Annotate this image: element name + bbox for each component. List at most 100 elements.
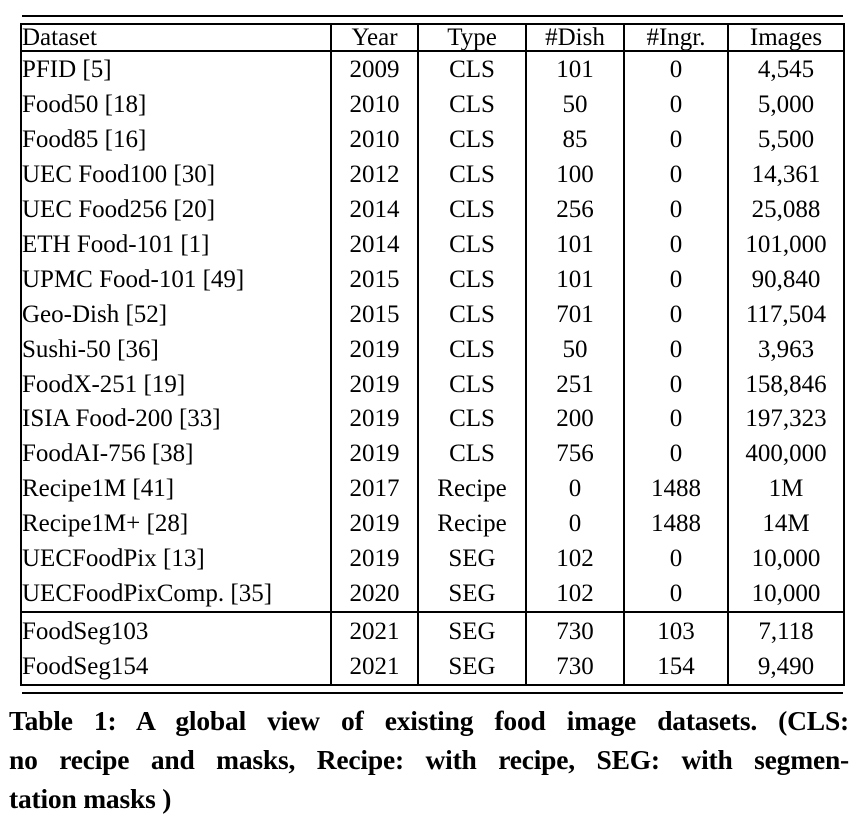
- table-cell: 0: [623, 226, 729, 262]
- table-cell: Recipe1M [41]: [20, 471, 332, 507]
- table-cell: FoodAI-756 [38]: [20, 436, 332, 472]
- table-cell: CLS: [417, 122, 527, 158]
- column-header: #Dish: [525, 24, 625, 52]
- table-row: Recipe1M [41] 2017 Recipe 0 1488 1M: [20, 471, 845, 507]
- table-caption: Table 1: A global view of existing food …: [9, 701, 849, 818]
- table-cell: 4,545: [727, 51, 845, 88]
- table-row: Food50 [18] 2010 CLS 50 0 5,000: [20, 87, 845, 123]
- table-cell: 2021: [330, 612, 419, 649]
- table-cell: ISIA Food-200 [33]: [20, 401, 332, 437]
- table-cell: Recipe: [417, 506, 527, 542]
- table-cell: 1488: [623, 471, 729, 507]
- table-cell: 0: [623, 87, 729, 123]
- table-cell: CLS: [417, 436, 527, 472]
- table-cell: 0: [623, 296, 729, 332]
- table-cell: 251: [525, 366, 625, 402]
- table-cell: UEC Food256 [20]: [20, 192, 332, 227]
- table-cell: 3,963: [727, 331, 845, 367]
- table-row: FoodAI-756 [38] 2019 CLS 756 0 400,000: [20, 436, 845, 472]
- table-cell: 154: [623, 648, 729, 685]
- table-cell: 0: [525, 471, 625, 507]
- table-cell: 90,840: [727, 261, 845, 297]
- table-cell: 50: [525, 331, 625, 367]
- table-cell: 103: [623, 612, 729, 649]
- table-cell: 100: [525, 157, 625, 193]
- table-cell: 5,500: [727, 122, 845, 158]
- table-cell: 5,000: [727, 87, 845, 123]
- caption-line-3: tation masks ): [9, 783, 172, 814]
- table-cell: 0: [623, 192, 729, 227]
- table-cell: 1M: [727, 471, 845, 507]
- table-cell: 197,323: [727, 401, 845, 437]
- top-rule: [22, 15, 843, 17]
- table-cell: FoodSeg154: [20, 648, 332, 685]
- table-cell: 0: [623, 401, 729, 437]
- food-datasets-table: Dataset Year Type #Dish #Ingr. Images PFID [5…: [20, 23, 845, 686]
- table-cell: 117,504: [727, 296, 845, 332]
- table-cell: CLS: [417, 331, 527, 367]
- table-cell: 756: [525, 436, 625, 472]
- table-cell: 101: [525, 261, 625, 297]
- table-cell: SEG: [417, 541, 527, 576]
- table-cell: 2015: [330, 296, 419, 332]
- table-cell: 400,000: [727, 436, 845, 472]
- table-cell: 2019: [330, 366, 419, 402]
- table-cell: CLS: [417, 51, 527, 88]
- table-cell: 0: [623, 261, 729, 297]
- column-header: Year: [330, 24, 419, 52]
- table-cell: UECFoodPix [13]: [20, 541, 332, 576]
- table-cell: UPMC Food-101 [49]: [20, 261, 332, 297]
- table-cell: FoodX-251 [19]: [20, 366, 332, 402]
- table-cell: 102: [525, 541, 625, 576]
- table-cell: Sushi-50 [36]: [20, 331, 332, 367]
- table-cell: CLS: [417, 296, 527, 332]
- table-cell: CLS: [417, 401, 527, 437]
- table-cell: FoodSeg103: [20, 612, 332, 649]
- table-cell: 0: [525, 506, 625, 542]
- table-row: Recipe1M+ [28] 2019 Recipe 0 1488 14M: [20, 506, 845, 542]
- caption-line-2: no recipe and masks, Recipe: with recipe…: [9, 744, 849, 775]
- table-row: FoodSeg103 2021 SEG 730 103 7,118: [20, 612, 845, 649]
- table-cell: 2009: [330, 51, 419, 88]
- table-cell: 10,000: [727, 541, 845, 576]
- table-cell: 25,088: [727, 192, 845, 227]
- table-cell: CLS: [417, 157, 527, 193]
- table-cell: 2014: [330, 192, 419, 227]
- column-header: Type: [417, 24, 527, 52]
- header-row: Dataset Year Type #Dish #Ingr. Images: [20, 24, 845, 52]
- table-cell: 2012: [330, 157, 419, 193]
- table-cell: 0: [623, 541, 729, 576]
- table-cell: UEC Food100 [30]: [20, 157, 332, 193]
- table-cell: 101: [525, 51, 625, 88]
- table-cell: 1488: [623, 506, 729, 542]
- table-cell: SEG: [417, 648, 527, 685]
- column-header: #Ingr.: [623, 24, 729, 52]
- table-cell: 101: [525, 226, 625, 262]
- table-cell: 200: [525, 401, 625, 437]
- table-row: FoodSeg154 2021 SEG 730 154 9,490: [20, 648, 845, 685]
- table-cell: 14,361: [727, 157, 845, 193]
- table-row: PFID [5] 2009 CLS 101 0 4,545: [20, 51, 845, 88]
- table-body-main: PFID [5] 2009 CLS 101 0 4,545 Food50 [18] 2010 C…: [20, 51, 845, 613]
- table-cell: 0: [623, 157, 729, 193]
- table-cell: Recipe: [417, 471, 527, 507]
- table-row: ISIA Food-200 [33] 2019 CLS 200 0 197,323: [20, 401, 845, 437]
- table-row: UEC Food256 [20] 2014 CLS 256 0 25,088: [20, 192, 845, 227]
- table-cell: Food50 [18]: [20, 87, 332, 123]
- table-cell: 0: [623, 122, 729, 158]
- table-row: UECFoodPix [13] 2019 SEG 102 0 10,000: [20, 541, 845, 576]
- table-header: Dataset Year Type #Dish #Ingr. Images: [20, 24, 845, 52]
- column-header: Images: [727, 24, 845, 52]
- table-cell: 102: [525, 575, 625, 613]
- table-cell: 701: [525, 296, 625, 332]
- table-row: UEC Food100 [30] 2012 CLS 100 0 14,361: [20, 157, 845, 193]
- table-cell: Food85 [16]: [20, 122, 332, 158]
- table-cell: 0: [623, 436, 729, 472]
- table-cell: PFID [5]: [20, 51, 332, 88]
- table-cell: 2021: [330, 648, 419, 685]
- table-row: UECFoodPixComp. [35] 2020 SEG 102 0 10,000: [20, 575, 845, 613]
- table-cell: 7,118: [727, 612, 845, 649]
- table-cell: 10,000: [727, 575, 845, 613]
- table-cell: 2019: [330, 401, 419, 437]
